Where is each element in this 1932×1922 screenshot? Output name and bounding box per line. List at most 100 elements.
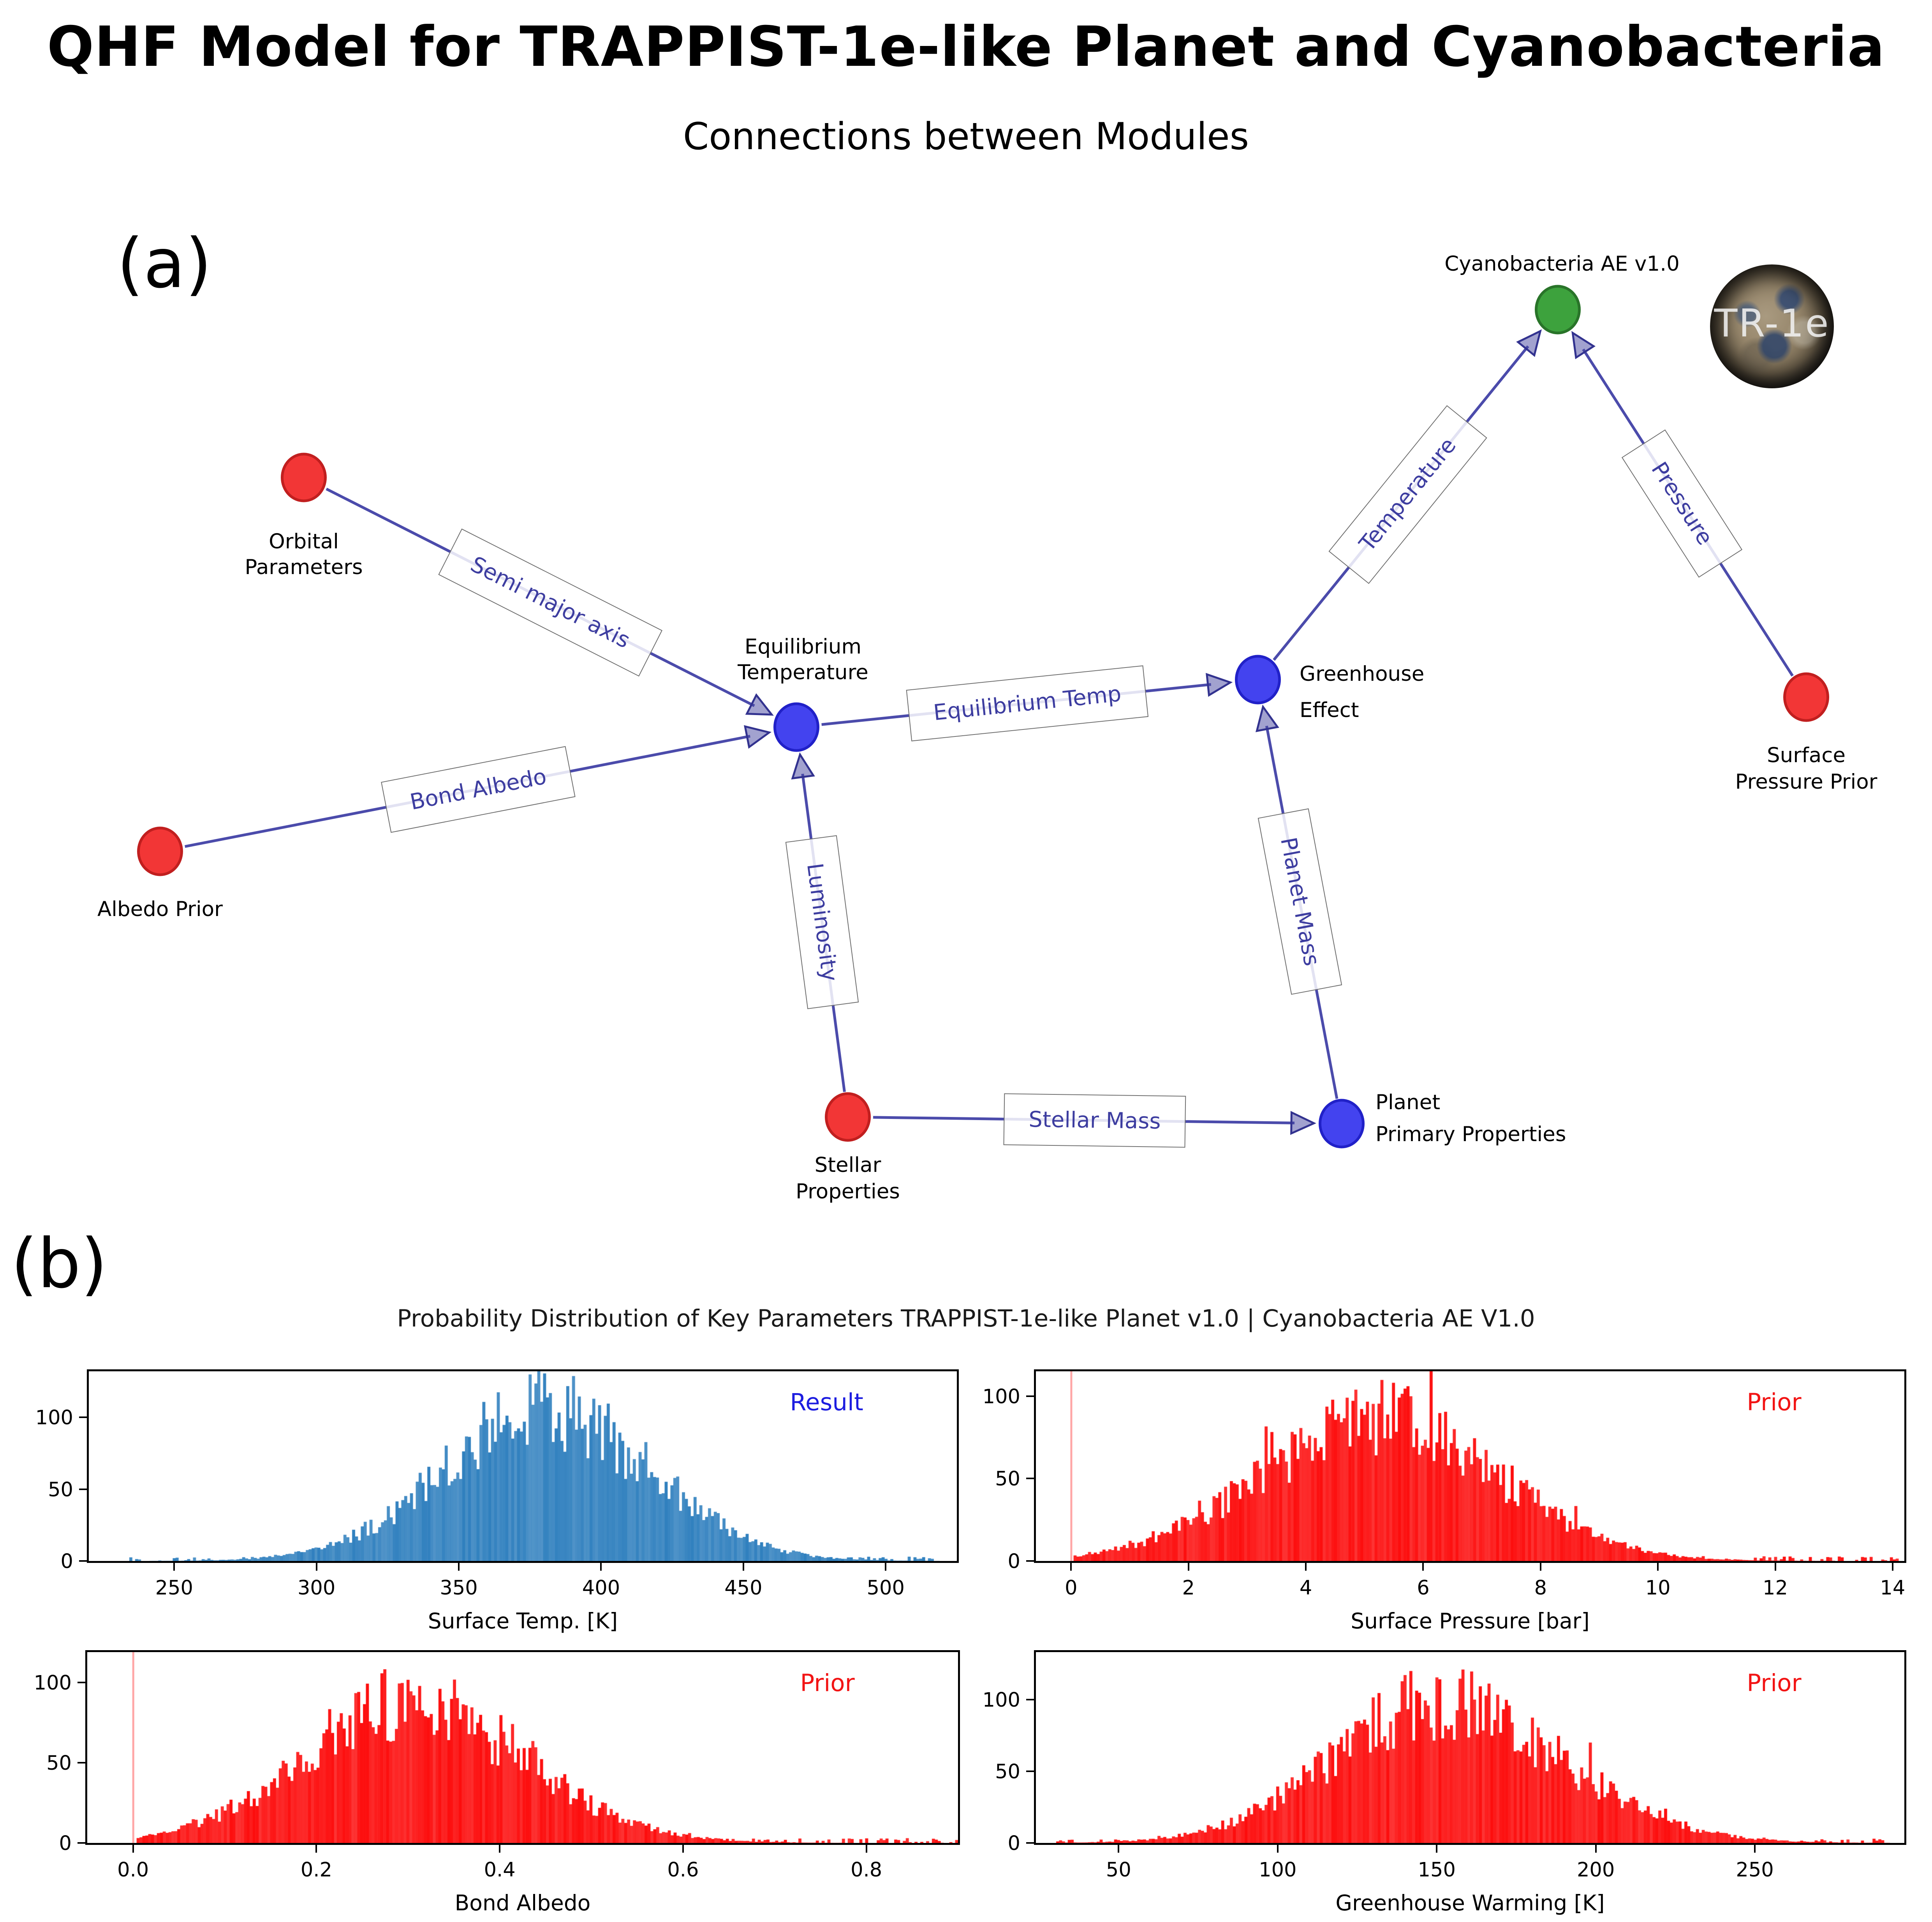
y-tick-label: 0 [59, 1832, 72, 1855]
node-cyanobacteria-ae [1535, 285, 1581, 335]
node-equilibrium-temperature [773, 702, 819, 752]
x-tick-label: 8 [1534, 1577, 1547, 1600]
y-tick-mark [1026, 1770, 1034, 1772]
x-tick-label: 200 [1576, 1859, 1615, 1881]
x-tick-mark [742, 1563, 744, 1571]
y-tick-mark [79, 1488, 87, 1490]
x-tick-mark [1754, 1845, 1756, 1853]
node-label-line: Stellar [814, 1153, 881, 1177]
x-tick-label: 4 [1299, 1577, 1312, 1600]
x-axis-label: Greenhouse Warming [K] [1335, 1890, 1605, 1915]
x-tick-label: 250 [1736, 1859, 1774, 1881]
histogram-plot-top-right [1034, 1369, 1906, 1563]
panel-a-label: (a) [117, 224, 212, 303]
node-label-line: Orbital [269, 530, 339, 553]
node-label-line: Primary Properties [1375, 1122, 1566, 1146]
x-tick-mark [1891, 1563, 1893, 1571]
edge-arrowhead-icon [744, 725, 772, 749]
x-tick-mark [173, 1563, 175, 1571]
y-tick-label: 50 [48, 1478, 73, 1501]
y-tick-mark [77, 1762, 85, 1764]
edge-label-box: Temperature [1328, 405, 1487, 584]
x-tick-mark [1436, 1845, 1438, 1853]
x-tick-mark [885, 1563, 887, 1571]
edge-label-box: Pressure [1621, 429, 1743, 578]
x-tick-mark [1595, 1845, 1597, 1853]
figure-subtitle: Connections between Modules [683, 115, 1249, 158]
x-tick-label: 450 [724, 1577, 763, 1600]
y-tick-mark [1026, 1842, 1034, 1844]
node-label-greenhouse-effect: Greenhouse Effect [1300, 656, 1424, 728]
node-label-line: Pressure Prior [1735, 770, 1877, 794]
x-axis-label: Surface Temp. [K] [428, 1608, 618, 1633]
planet-trappist1e-image: TR-1e [1710, 264, 1834, 388]
x-tick-label: 6 [1417, 1577, 1430, 1600]
edge-label-box: Stellar Mass [1003, 1093, 1186, 1148]
x-tick-label: 150 [1418, 1859, 1456, 1881]
y-tick-label: 100 [982, 1385, 1020, 1408]
x-tick-label: 10 [1645, 1577, 1671, 1600]
histogram-canvas-top-right [1036, 1371, 1904, 1561]
histogram-plot-bottom-left [85, 1650, 960, 1845]
edge-arrowhead-icon [745, 693, 774, 716]
node-albedo-prior [137, 826, 183, 876]
edge-label-text: Pressure [1646, 457, 1718, 550]
node-label-line: Effect [1300, 698, 1359, 722]
edge-arrowhead-icon [1290, 1111, 1316, 1135]
x-tick-label: 400 [582, 1577, 620, 1600]
node-orbital-parameters [281, 453, 327, 502]
legend-result: Result [790, 1388, 863, 1416]
edge-label-box: Semi major axis [438, 528, 662, 676]
legend-prior: Prior [1747, 1388, 1802, 1416]
histogram-plot-top-left [87, 1369, 959, 1563]
y-tick-mark [77, 1842, 85, 1844]
x-tick-label: 0.4 [484, 1859, 516, 1881]
node-label-line: Parameters [245, 555, 363, 579]
node-stellar-properties [825, 1092, 871, 1142]
edge-label-box: Equilibrium Temp [906, 665, 1148, 742]
node-greenhouse-effect [1235, 655, 1281, 705]
edge-arrowhead-icon [791, 752, 815, 780]
x-tick-mark [1187, 1563, 1189, 1571]
x-tick-label: 500 [866, 1577, 905, 1600]
edge-label-text: Bond Albedo [408, 763, 549, 815]
x-tick-label: 0.6 [667, 1859, 699, 1881]
edge-arrowhead-icon [1206, 673, 1233, 697]
node-label-orbital-parameters: Orbital Parameters [245, 529, 363, 580]
x-tick-label: 0.2 [300, 1859, 332, 1881]
planet-badge-text: TR-1e [1714, 301, 1830, 346]
x-tick-mark [600, 1563, 602, 1571]
x-tick-label: 0.8 [851, 1859, 882, 1881]
x-tick-mark [1422, 1563, 1424, 1571]
x-tick-mark [1070, 1563, 1072, 1571]
figure-title: QHF Model for TRAPPIST-1e-like Planet an… [47, 15, 1885, 79]
histogram-canvas-top-left [89, 1371, 957, 1561]
edge-label-box: Bond Albedo [381, 746, 576, 833]
edge-label-box: Planet Mass [1257, 808, 1342, 995]
y-tick-label: 100 [982, 1688, 1020, 1712]
node-label-stellar-properties: Stellar Properties [796, 1152, 900, 1205]
node-label-line: Equilibrium [744, 635, 862, 659]
histogram-canvas-bottom-left [87, 1652, 958, 1843]
x-tick-mark [458, 1563, 460, 1571]
edge-label-text: Temperature [1354, 433, 1461, 557]
y-tick-label: 100 [33, 1672, 72, 1695]
x-tick-mark [1118, 1845, 1120, 1853]
x-axis-label: Bond Albedo [454, 1890, 591, 1915]
x-tick-label: 300 [297, 1577, 336, 1600]
y-tick-mark [1026, 1560, 1034, 1562]
x-tick-label: 100 [1259, 1859, 1297, 1881]
x-tick-label: 350 [440, 1577, 478, 1600]
x-tick-mark [499, 1845, 501, 1853]
y-tick-mark [1026, 1395, 1034, 1397]
histogram-canvas-bottom-right [1036, 1652, 1904, 1843]
node-label-albedo-prior: Albedo Prior [97, 897, 223, 922]
edge-label-text: Stellar Mass [1028, 1106, 1161, 1134]
y-tick-mark [77, 1682, 85, 1684]
y-tick-label: 0 [60, 1550, 73, 1573]
node-label-line: Greenhouse [1300, 662, 1425, 686]
x-tick-label: 12 [1763, 1577, 1788, 1600]
x-tick-label: 50 [1106, 1859, 1131, 1881]
edge-label-box: Luminosity [785, 835, 859, 1009]
